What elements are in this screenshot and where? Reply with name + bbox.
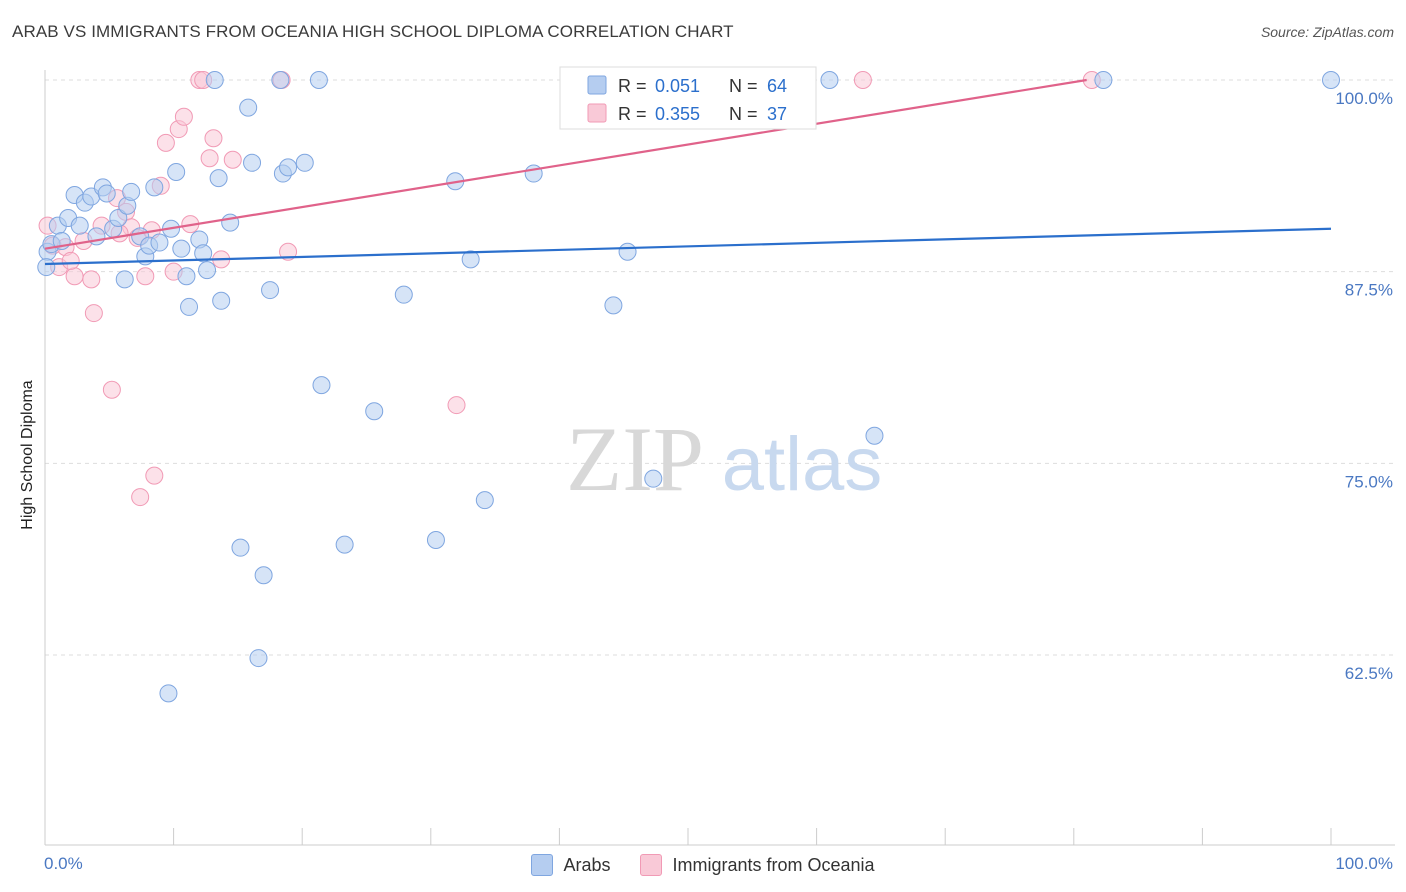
point-arabs xyxy=(198,261,217,280)
point-arabs xyxy=(279,158,298,177)
y-tick-label: 75.0% xyxy=(1345,472,1393,491)
legend-r-value-arabs: 0.051 xyxy=(655,76,700,96)
y-tick-labels: 62.5% 75.0% 87.5% 100.0% xyxy=(1335,89,1393,683)
point-oceania xyxy=(65,267,84,286)
trend-line-oceania xyxy=(44,78,1087,250)
point-arabs xyxy=(180,297,199,316)
point-oceania xyxy=(84,304,103,323)
axes xyxy=(44,70,1395,846)
point-arabs xyxy=(865,426,884,445)
point-arabs xyxy=(177,267,196,286)
legend-item-arabs: Arabs xyxy=(531,854,610,876)
point-oceania xyxy=(279,242,298,261)
watermark-atlas: atlas xyxy=(722,422,883,507)
legend-top: R = 0.051 N = 64 R = 0.355 N = 37 xyxy=(559,66,817,130)
legend-bottom: Arabs Immigrants from Oceania xyxy=(0,852,1406,878)
point-arabs xyxy=(461,250,480,269)
point-oceania xyxy=(447,396,466,415)
x-tick-label-min: 0.0% xyxy=(44,854,83,873)
point-arabs xyxy=(295,153,314,172)
legend-label-oceania: Immigrants from Oceania xyxy=(672,854,875,875)
watermark: ZIP atlas xyxy=(566,408,882,510)
point-arabs xyxy=(212,291,231,310)
point-arabs xyxy=(243,153,262,172)
point-arabs xyxy=(475,491,494,510)
point-arabs xyxy=(1094,71,1113,89)
point-arabs xyxy=(644,469,663,488)
point-arabs xyxy=(145,178,164,197)
point-oceania xyxy=(61,251,80,270)
point-arabs xyxy=(122,182,141,201)
point-arabs xyxy=(618,242,637,261)
legend-swatch-arabs xyxy=(531,854,554,876)
point-arabs xyxy=(261,281,280,300)
point-arabs xyxy=(239,98,258,117)
legend-swatch-arabs xyxy=(587,75,607,95)
y-tick-label: 87.5% xyxy=(1345,281,1393,300)
point-oceania xyxy=(136,267,155,286)
point-arabs xyxy=(109,209,128,227)
legend-label-arabs: Arabs xyxy=(563,854,611,875)
point-arabs xyxy=(1322,71,1340,89)
point-arabs xyxy=(312,376,331,395)
point-oceania xyxy=(174,107,193,126)
point-arabs xyxy=(604,296,623,315)
point-arabs xyxy=(365,402,384,421)
point-oceania xyxy=(82,270,101,289)
watermark-zip: ZIP xyxy=(566,408,704,510)
point-oceania xyxy=(223,150,242,169)
x-tick-labels: 0.0% 100.0% xyxy=(44,854,1393,873)
point-arabs xyxy=(209,169,228,188)
point-oceania xyxy=(204,129,223,148)
point-arabs xyxy=(115,270,134,289)
y-tick-label: 100.0% xyxy=(1335,89,1393,108)
source-credit: Source: ZipAtlas.com xyxy=(1260,24,1394,40)
point-arabs xyxy=(231,538,250,557)
point-oceania xyxy=(131,488,150,507)
legend-item-oceania: Immigrants from Oceania xyxy=(640,854,875,876)
legend-n-value-oceania: 37 xyxy=(767,104,787,124)
trend-line-arabs xyxy=(44,227,1332,266)
legend-n-value-arabs: 64 xyxy=(767,76,787,96)
point-arabs xyxy=(205,71,224,89)
legend-r-label: R = xyxy=(618,104,647,124)
point-oceania xyxy=(102,380,121,399)
x-tick-label-max: 100.0% xyxy=(1335,854,1393,873)
point-arabs xyxy=(394,285,413,304)
point-oceania xyxy=(145,466,164,485)
point-arabs xyxy=(97,184,116,203)
legend-swatch-oceania xyxy=(640,854,663,876)
point-oceania xyxy=(853,71,872,89)
legend-swatch-oceania xyxy=(587,103,607,123)
point-arabs xyxy=(167,163,186,181)
point-arabs xyxy=(249,649,268,668)
point-arabs xyxy=(70,216,89,235)
series-arabs-points xyxy=(37,71,1340,703)
trend-lines xyxy=(44,78,1332,266)
legend-r-label: R = xyxy=(618,76,647,96)
point-arabs xyxy=(172,239,191,258)
point-arabs xyxy=(335,535,354,554)
point-arabs xyxy=(194,244,213,263)
point-oceania xyxy=(156,133,175,152)
chart-title: ARAB VS IMMIGRANTS FROM OCEANIA HIGH SCH… xyxy=(12,22,734,41)
point-arabs xyxy=(426,531,445,549)
point-arabs xyxy=(150,233,169,252)
point-arabs xyxy=(309,71,328,89)
y-tick-label: 62.5% xyxy=(1345,664,1393,683)
legend-n-label: N = xyxy=(729,76,758,96)
legend-n-label: N = xyxy=(729,104,758,124)
point-arabs xyxy=(159,684,178,703)
legend-r-value-oceania: 0.355 xyxy=(655,104,700,124)
point-arabs xyxy=(254,566,273,585)
point-arabs xyxy=(37,258,56,277)
point-oceania xyxy=(200,149,219,168)
point-arabs xyxy=(820,71,839,89)
point-arabs xyxy=(271,71,290,89)
